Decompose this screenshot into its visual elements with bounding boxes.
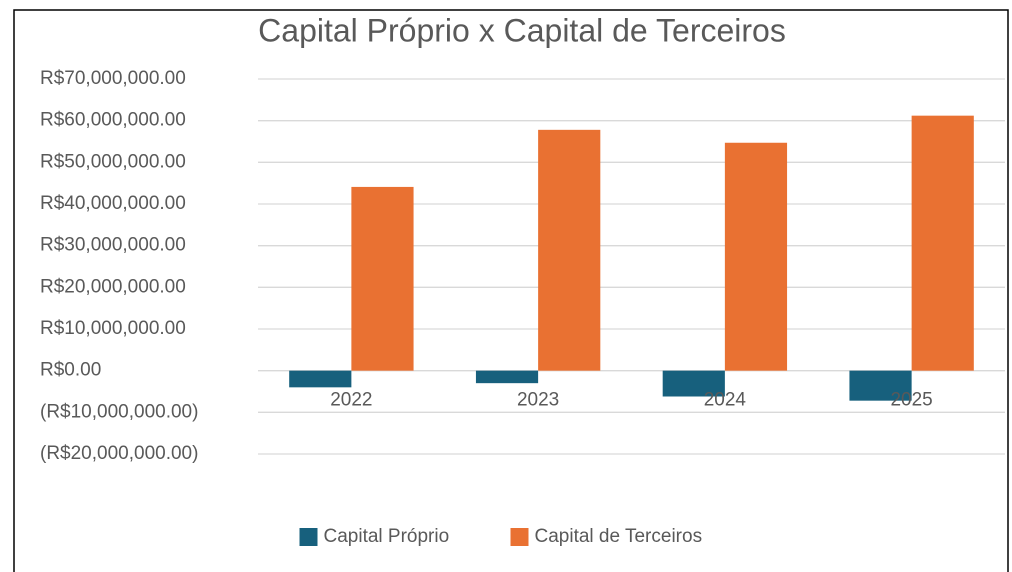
y-tick-label: R$70,000,000.00 — [40, 68, 186, 89]
y-tick-label: R$30,000,000.00 — [40, 235, 186, 256]
chart-title: Capital Próprio x Capital de Terceiros — [258, 12, 786, 48]
chart-frame — [13, 9, 1009, 572]
y-tick-label: R$0.00 — [40, 360, 101, 381]
y-tick-label: (R$20,000,000.00) — [40, 443, 198, 464]
y-tick-label: R$10,000,000.00 — [40, 318, 186, 339]
x-tick-label: 2024 — [704, 390, 747, 411]
y-tick-label: R$20,000,000.00 — [40, 276, 186, 297]
bar — [351, 186, 414, 371]
x-tick-label: 2025 — [890, 390, 932, 411]
bar — [289, 370, 352, 388]
y-tick-label: R$60,000,000.00 — [40, 110, 186, 131]
legend-label: Capital Próprio — [324, 526, 450, 547]
y-tick-label: (R$10,000,000.00) — [40, 401, 198, 422]
y-tick-label: R$40,000,000.00 — [40, 193, 186, 214]
bar — [724, 142, 788, 371]
bar — [911, 115, 974, 371]
legend-swatch — [299, 528, 318, 546]
x-tick-label: 2023 — [517, 390, 559, 411]
x-tick-label: 2022 — [330, 390, 372, 411]
legend-label: Capital de Terceiros — [535, 526, 703, 547]
bar — [475, 370, 539, 384]
legend-swatch — [510, 528, 529, 546]
bar — [662, 370, 725, 397]
bar — [849, 370, 912, 401]
bar — [538, 129, 601, 371]
y-tick-label: R$50,000,000.00 — [40, 151, 186, 172]
